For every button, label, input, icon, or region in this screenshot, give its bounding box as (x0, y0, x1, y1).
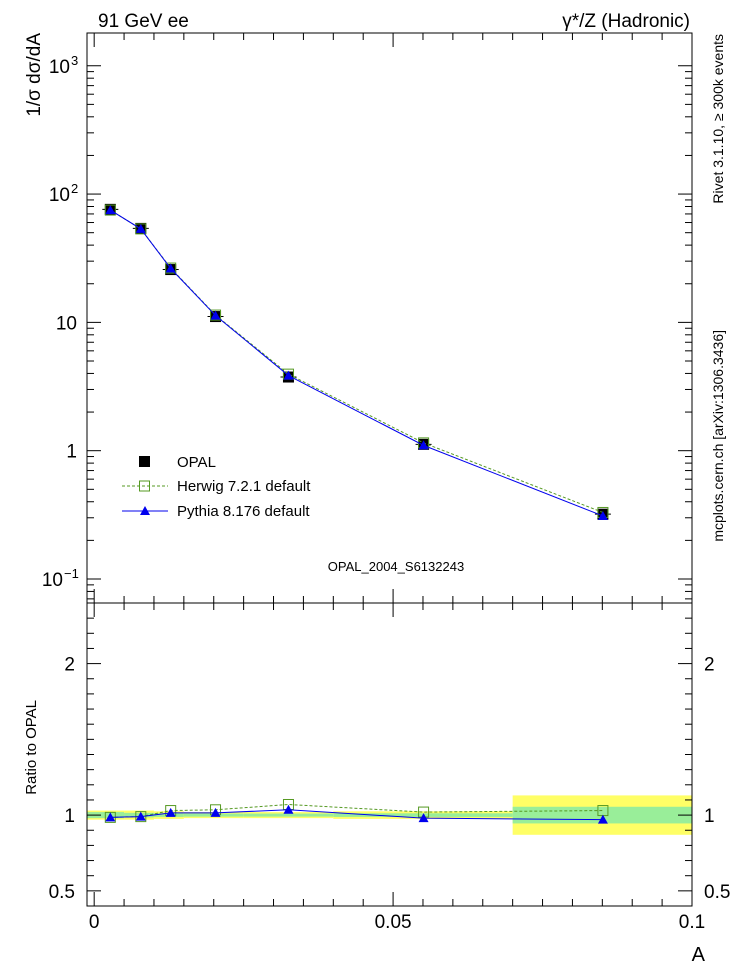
mcplots-label: mcplots.cern.ch [arXiv:1306.3436] (710, 330, 726, 542)
ratio-y-tick-label-right-1: 1 (704, 806, 715, 827)
legend-marker-herwig (139, 480, 150, 492)
legend-label-pythia: Pythia 8.176 default (177, 503, 310, 520)
main-y-tick-exp-4: 3 (71, 53, 78, 68)
pythia-point (283, 370, 294, 380)
main-y-tick-label-3: 10 (49, 185, 70, 206)
main-y-tick-label-0: 10 (42, 570, 63, 591)
pythia-point (418, 440, 429, 450)
ratio-y-ticks (87, 617, 692, 892)
legend-label-herwig: Herwig 7.2.1 default (177, 478, 311, 495)
ratio-pythia-point (135, 811, 146, 821)
ratio-plot-frame (86, 602, 693, 907)
x-tick-label-1: 0.05 (375, 912, 412, 933)
main-y-tick-label-4: 10 (49, 57, 70, 78)
ratio-y-tick-label-0: 0.5 (49, 882, 75, 903)
x-tick-label-0: 0 (89, 912, 100, 933)
pythia-point (135, 223, 146, 233)
header-left: 91 GeV ee (98, 11, 189, 32)
main-y-axis-label: 1/σ dσ/dA (24, 33, 45, 117)
legend-marker-opal (139, 456, 150, 467)
ratio-band-inner-4 (243, 813, 334, 817)
pythia-point (105, 205, 116, 215)
main-y-tick-exp-0: −1 (64, 566, 79, 581)
main-y-tick-label-1: 1 (66, 442, 77, 463)
herwig-point (165, 262, 177, 274)
legend-label-opal: OPAL (177, 454, 216, 471)
ratio-y-tick-label-right-0: 0.5 (704, 882, 730, 903)
main-series-0 (102, 203, 611, 520)
rivet-label: Rivet 3.1.10, ≥ 300k events (710, 34, 726, 204)
main-y-tick-exp-3: 2 (71, 181, 78, 196)
x-ticks (93, 33, 693, 906)
header-right: γ*/Z (Hadronic) (562, 11, 690, 32)
ratio-pythia-point (597, 814, 608, 824)
ratio-y-tick-label-2: 2 (64, 655, 75, 676)
pythia-point (165, 263, 176, 273)
ratio-pythia-point (105, 812, 116, 822)
legend-marker-pythia (140, 506, 150, 515)
x-tick-label-2: 0.1 (679, 912, 705, 933)
main-series-2 (105, 205, 608, 520)
ratio-pythia-point (165, 807, 176, 817)
x-axis-label: A (692, 944, 706, 966)
ratio-y-tick-label-right-2: 2 (704, 655, 715, 676)
ratio-pythia-point (210, 807, 221, 817)
main-y-tick-label-2: 10 (56, 313, 77, 334)
herwig-point (210, 309, 222, 321)
ratio-y-axis-label: Ratio to OPAL (23, 700, 40, 795)
ratio-pythia-point (283, 804, 294, 814)
ratio-pythia-point (418, 813, 429, 823)
ratio-y-tick-label-1: 1 (64, 806, 75, 827)
main-y-ticks (87, 65, 692, 600)
ratio-series-1 (105, 804, 608, 824)
legend: OPAL Herwig 7.2.1 default Pythia 8.176 d… (122, 454, 311, 520)
pythia-point (597, 510, 608, 520)
pythia-point (210, 310, 221, 320)
analysis-watermark: OPAL_2004_S6132243 (328, 559, 464, 574)
